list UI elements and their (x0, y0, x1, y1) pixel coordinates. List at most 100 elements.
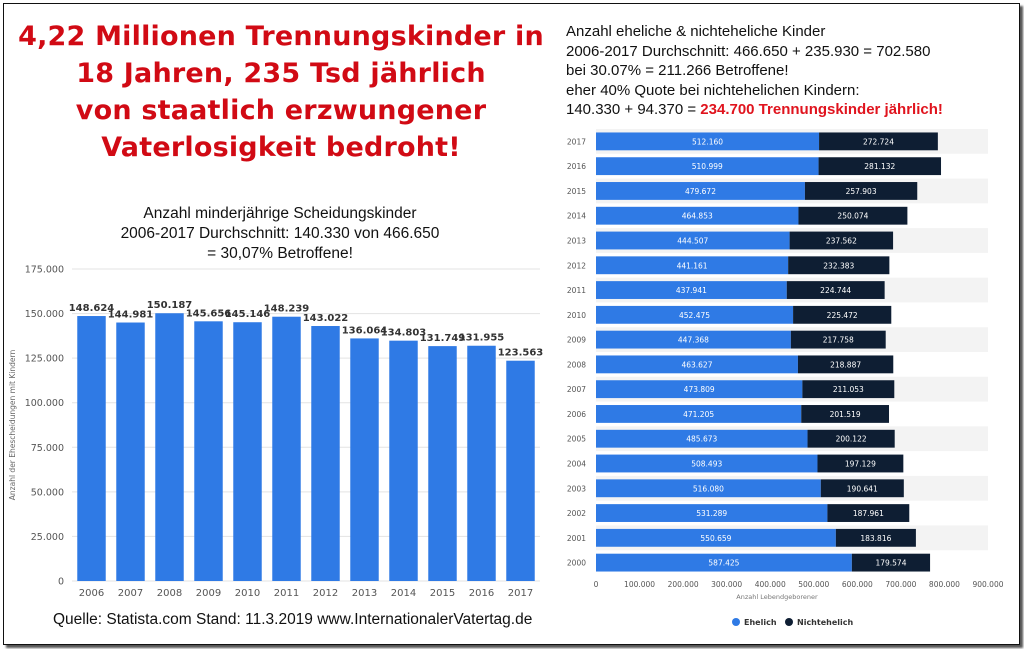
left-chart-caption: Anzahl minderjährige Scheidungskinder 20… (60, 204, 500, 264)
bar-2016 (467, 345, 496, 581)
data-label-nichtehelich: 257.903 (846, 187, 877, 196)
bar-nichtehelich-2007 (802, 380, 895, 399)
x-tick-label: 2008 (157, 588, 182, 599)
bar-2011 (272, 316, 301, 581)
bar-nichtehelich-2004 (817, 454, 904, 473)
bar-ehelich-2001 (596, 528, 836, 547)
data-label: 136.064 (342, 325, 388, 336)
y-tick-label: 50.000 (31, 487, 64, 498)
x-tick-label: 2016 (469, 588, 494, 599)
bar-ehelich-2016 (596, 157, 819, 176)
data-label-ehelich: 444.507 (677, 237, 708, 246)
caption-line: 2006-2017 Durchschnitt: 140.330 von 466.… (120, 225, 440, 242)
data-label-ehelich: 437.941 (676, 286, 707, 295)
bar-ehelich-2006 (596, 405, 802, 423)
data-label: 131.749 (420, 333, 466, 344)
data-label-nichtehelich: 225.472 (827, 311, 858, 320)
y-tick-label: 125.000 (25, 354, 64, 365)
data-label-ehelich: 441.161 (677, 261, 708, 270)
bar-ehelich-2014 (596, 206, 799, 225)
caption-prefix: 140.330 + 94.370 = (566, 101, 701, 118)
data-label: 148.624 (69, 303, 115, 314)
x-tick-label: 200.000 (668, 580, 699, 589)
data-label-ehelich: 531.289 (696, 509, 727, 518)
bar-ehelich-2002 (596, 504, 828, 522)
x-tick-label: 800.000 (929, 580, 960, 589)
data-label-ehelich: 464.853 (682, 212, 713, 221)
data-label: 131.955 (459, 333, 505, 344)
data-label: 123.563 (498, 348, 544, 359)
bar-nichtehelich-2005 (807, 429, 895, 448)
caption-line: eher 40% Quote bei nichtehelichen Kinder… (566, 81, 860, 99)
y-tick-label: 2008 (567, 360, 586, 369)
caption-line: = 30,07% Betroffene! (207, 245, 353, 262)
x-tick-label: 2011 (274, 588, 299, 599)
caption-line: Anzahl minderjährige Scheidungskinder (143, 205, 417, 222)
y-tick-label: 2005 (567, 435, 586, 444)
data-label-nichtehelich: 179.574 (875, 559, 906, 568)
data-label-ehelich: 452.475 (679, 311, 710, 320)
data-label-nichtehelich: 232.383 (823, 261, 854, 270)
headline-line: 4,22 Millionen Trennungskinder in (18, 21, 544, 52)
data-label-ehelich: 550.659 (700, 534, 731, 543)
bar-ehelich-2007 (596, 380, 803, 399)
data-label-nichtehelich: 281.132 (864, 162, 895, 171)
x-tick-label: 2006 (79, 588, 104, 599)
bar-nichtehelich-2002 (827, 504, 910, 522)
data-label-nichtehelich: 200.122 (836, 435, 867, 444)
legend-label-nichtehelich: Nichtehelich (797, 618, 853, 627)
y-tick-label: 2010 (567, 311, 586, 320)
y-tick-label: 2004 (567, 460, 586, 469)
data-label-nichtehelich: 211.053 (833, 385, 864, 394)
legend-marker-ehelich (732, 618, 740, 626)
data-label-ehelich: 508.493 (691, 460, 722, 469)
data-label: 148.239 (264, 304, 310, 315)
y-tick-label: 2006 (567, 410, 586, 419)
data-label-nichtehelich: 224.744 (820, 286, 851, 295)
x-tick-label: 2010 (235, 588, 260, 599)
bar-nichtehelich-2012 (788, 256, 890, 275)
bar-ehelich-2008 (596, 355, 798, 374)
bar-nichtehelich-2011 (786, 281, 885, 299)
data-label-nichtehelich: 218.887 (830, 360, 861, 369)
data-label: 150.187 (147, 300, 193, 311)
data-label-ehelich: 510.999 (692, 162, 723, 171)
data-label: 145.146 (225, 309, 271, 320)
y-tick-label: 2012 (567, 261, 586, 270)
bar-2015 (428, 346, 457, 581)
bar-ehelich-2012 (596, 256, 789, 275)
bar-ehelich-2015 (596, 182, 805, 200)
data-label-ehelich: 516.080 (693, 484, 724, 493)
bar-2007 (116, 322, 145, 581)
bar-ehelich-2005 (596, 429, 808, 448)
bar-ehelich-2009 (596, 330, 791, 349)
caption-highlight: 234.700 Trennungskinder jährlich! (700, 101, 943, 118)
data-label-nichtehelich: 187.961 (853, 509, 884, 518)
data-label-nichtehelich: 217.758 (823, 336, 854, 345)
headline: 4,22 Millionen Trennungskinder in 18 Jah… (0, 18, 562, 166)
y-tick-label: 2001 (567, 534, 586, 543)
bar-2017 (506, 360, 535, 581)
bar-2012 (311, 326, 340, 581)
x-tick-label: 600.000 (842, 580, 873, 589)
data-label-ehelich: 463.627 (681, 360, 712, 369)
right-chart-caption: Anzahl eheliche & nichteheliche Kinder 2… (566, 22, 1016, 120)
y-tick-label: 2014 (567, 212, 586, 221)
bar-nichtehelich-2016 (818, 157, 942, 176)
data-label-ehelich: 473.809 (684, 385, 715, 394)
data-label-nichtehelich: 272.724 (863, 137, 894, 146)
y-tick-label: 75.000 (31, 443, 64, 454)
data-label-nichtehelich: 201.519 (830, 410, 861, 419)
x-axis-title: Anzahl Lebendgeborener (736, 593, 818, 601)
data-label: 143.022 (303, 313, 349, 324)
headline-line: von staatlich erzwungener (75, 95, 487, 126)
y-tick-label: 150.000 (25, 309, 64, 320)
bar-ehelich-2003 (596, 479, 821, 498)
caption-line: bei 30.07% = 211.266 Betroffene! (566, 62, 789, 79)
headline-line: Vaterlosigkeit bedroht! (101, 132, 461, 163)
bar-2009 (194, 321, 223, 581)
scheidungskinder-bar-chart: 0 25.000 50.000 75.000 100.000 125.000 150.000… (8, 265, 544, 600)
bar-nichtehelich-2017 (819, 132, 938, 151)
bar-2006 (77, 316, 106, 581)
x-tick-label: 2013 (352, 588, 377, 599)
